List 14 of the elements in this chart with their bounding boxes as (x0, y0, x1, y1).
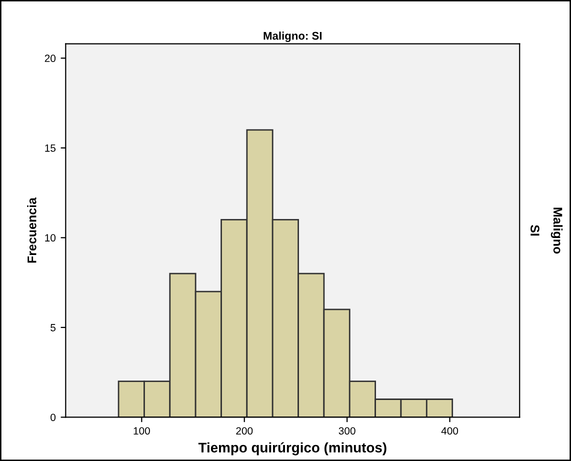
y-tick-label: 0 (50, 414, 56, 422)
y-tick-label: 10 (45, 234, 56, 242)
y-tick-label: 20 (44, 54, 56, 62)
y-tick-label: 15 (45, 144, 56, 152)
x-tick-label: 300 (338, 427, 356, 435)
chart-title: Maligno: SI (264, 32, 322, 42)
y2-axis-title: Maligno (550, 208, 563, 254)
y-tick-label: 5 (50, 324, 56, 332)
x-tick-label: 400 (441, 427, 458, 435)
text: SI (530, 224, 540, 236)
x-tick-label: 200 (236, 427, 253, 435)
x-axis-title: Tiempo quirúrgico (minutos) (198, 442, 386, 456)
y-axis-title: Frecuencia (27, 197, 36, 263)
x-tick-label: 100 (134, 427, 150, 435)
